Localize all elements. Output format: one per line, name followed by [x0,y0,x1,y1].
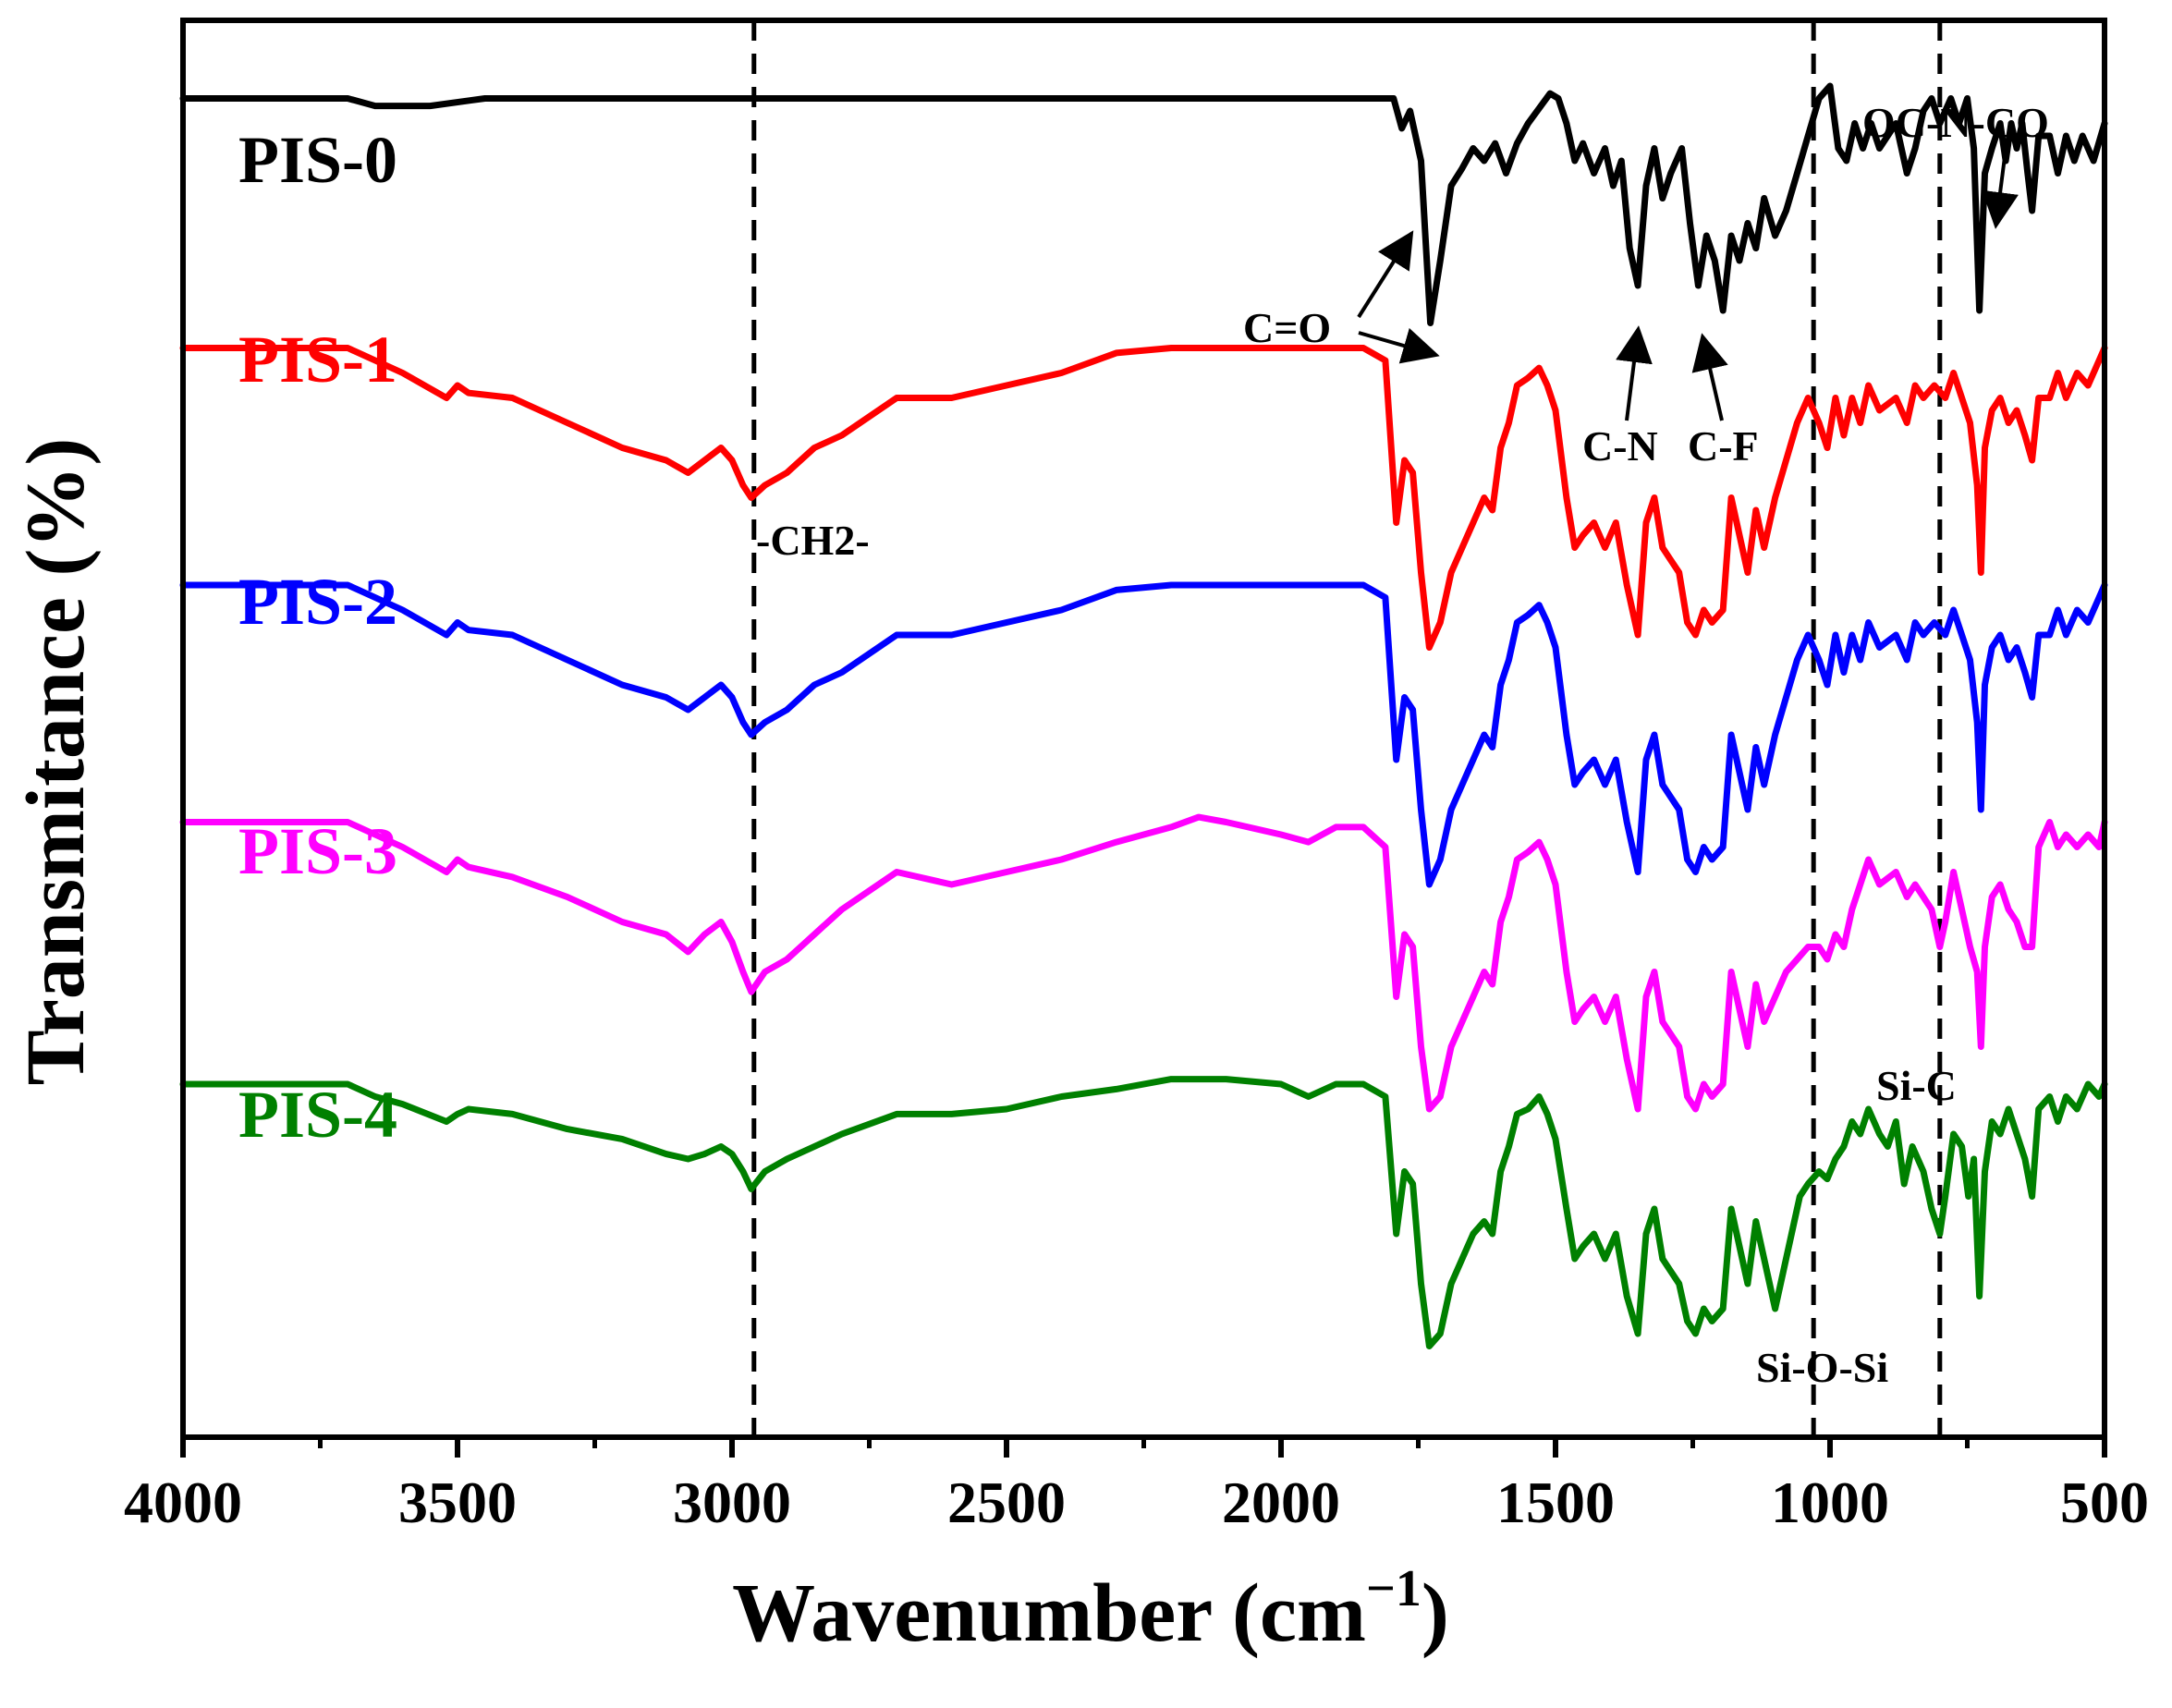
series-label-pis-4: PIS-4 [238,1078,397,1152]
x-tick-label-1500: 1500 [1496,1470,1615,1535]
spectra-layer [179,82,2108,1349]
arrow-oc-n-co [1982,149,2019,229]
annotation-c-n: C-N [1582,422,1658,470]
x-axis-title-close: ) [1422,1568,1449,1659]
x-axis-ticks: 4000 3500 3000 2500 2000 1500 1000 500 [124,1437,2149,1535]
arrow-c-o-lower [1358,327,1440,364]
series-line-pis-0 [179,82,2108,326]
series-label-pis-3: PIS-3 [238,814,397,888]
annotation-si-o-si: Si-O-Si [1756,1344,1888,1391]
arrow-c-o-upper [1357,230,1414,319]
annotation-si-c: Si-C [1876,1062,1957,1109]
annotation-ch2: -CH2- [756,517,870,564]
x-tick-label-4000: 4000 [124,1470,242,1535]
x-axis-title-main: Wavenumber (cm [732,1568,1366,1659]
arrow-c-n [1616,325,1653,421]
arrow-c-f [1691,333,1728,421]
y-axis-title: Transmitance (%) [10,438,102,1086]
x-axis-title: Wavenumber (cm−1) [732,1560,1449,1659]
reference-lines [751,20,1943,1437]
x-tick-label-500: 500 [2060,1470,2149,1535]
annotation-c-f: C-F [1688,422,1759,470]
x-tick-label-3500: 3500 [398,1470,517,1535]
series-line-pis-3 [179,813,2108,1113]
series-label-pis-0: PIS-0 [238,123,397,197]
series-line-pis-4 [179,1076,2108,1349]
series-label-pis-2: PIS-2 [238,565,397,639]
series-line-pis-1 [179,345,2108,651]
x-tick-label-2500: 2500 [947,1470,1066,1535]
annotation-c-o: C=O [1243,304,1331,351]
x-tick-label-3000: 3000 [673,1470,791,1535]
x-axis-title-superscript: −1 [1366,1560,1422,1617]
plot-frame [180,18,2107,1440]
x-tick-label-2000: 2000 [1222,1470,1340,1535]
series-line-pis-2 [179,581,2108,888]
annotation-oc-n-co: OC-N-CO [1862,99,2049,146]
series-label-pis-1: PIS-1 [238,323,397,396]
x-tick-label-1000: 1000 [1771,1470,1889,1535]
